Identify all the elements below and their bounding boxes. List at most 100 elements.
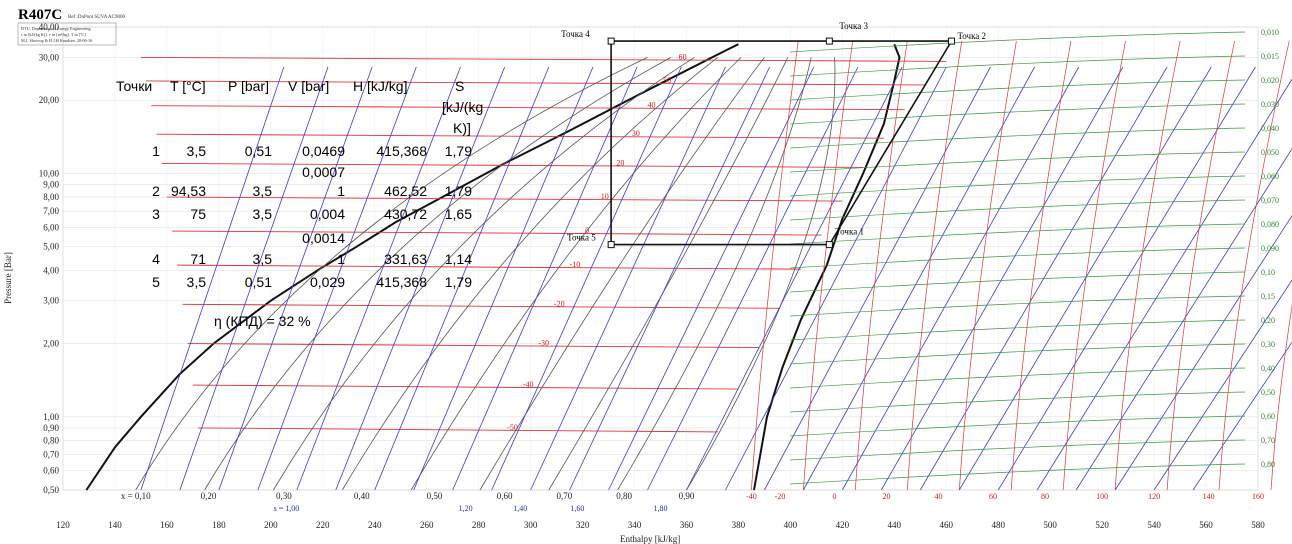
y-tick-label: 8,00 [43,192,59,202]
x-tick-label: 540 [1147,520,1161,530]
cycle-point-marker [607,241,615,249]
x-tick-label: 560 [1199,520,1213,530]
cycle-point-label: Точка 3 [839,21,868,31]
y-axis-label: Pressure [Bar] [3,252,13,304]
quality-line [479,57,765,491]
isochore-label: 0,40 [1261,364,1275,373]
quality-line [548,57,789,491]
y-tick-label: 0,80 [43,435,59,445]
quality-line [410,57,742,491]
isentrope-line [296,66,461,491]
superheat-isotherm [1218,41,1290,491]
y-tick-label: 7,00 [43,206,59,216]
isochore-label: 0,060 [1261,172,1279,181]
isochore-line [790,343,1246,365]
table-cell: 0,0007 [302,164,345,180]
quality-line [617,57,812,491]
isochore-line [790,319,1246,341]
isochore-label: 0,50 [1261,388,1275,397]
table-cell: 3,5 [253,251,273,267]
x-tick-label: 120 [56,520,70,530]
y-tick-label: 6,00 [43,222,59,232]
x-tick-label: 160 [160,520,174,530]
cycle-point-marker [947,37,955,45]
superheat-isotherm [751,41,799,491]
entropy-label: 1,60 [570,504,584,513]
isochore-line [790,175,1246,197]
quality-line [135,57,648,491]
saturated-vapour-line [753,43,901,491]
x-tick-label: 140 [108,520,122,530]
table-row: 4 71 3,5 1 331,63 1,14 [152,251,472,267]
isotherm-line [177,264,801,270]
isentrope-line [1036,78,1292,491]
isochore-label: 0,090 [1261,244,1279,253]
table-cell: 3,5 [187,274,207,290]
isentrope-line [1192,341,1292,491]
table-cell: 0,004 [310,206,345,222]
cycle-point-marker [825,241,833,249]
isentrope-line [413,66,594,491]
table-cell: 1 [337,251,345,267]
temperature-label: 120 [1148,492,1160,501]
isentrope-line [179,66,329,491]
isentrope-line [1075,148,1292,491]
isotherm-line [192,384,739,390]
table-cell: 1 [337,183,345,199]
table-cell: 3,5 [253,183,273,199]
isochore-label: 0,15 [1261,292,1275,301]
quality-line [273,57,695,491]
isochore-label: 0,80 [1261,460,1275,469]
isentrope-line [841,66,1080,491]
isentrope-line [335,66,506,491]
table-cell: 1,79 [445,143,472,159]
isochore-line [790,127,1246,149]
isentrope-line [880,66,1124,491]
y-tick-label: 0,70 [43,449,59,459]
superheat-isotherm [854,41,908,491]
isotherm-label: 10 [601,192,609,201]
isotherm-line [198,427,718,433]
isentrope-line [997,66,1256,491]
temperature-label: 0 [833,492,837,501]
isentrope-line [725,66,947,491]
y-tick-label: 0,50 [43,485,59,495]
isotherm-label: -40 [523,380,534,389]
table-cell: 94,53 [171,183,206,199]
quality-label: 0,90 [679,491,695,501]
x-tick-label: 240 [368,520,382,530]
temperature-label: 140 [1203,492,1215,501]
isochore-line [790,247,1246,269]
isentrope-line [569,66,770,491]
isotherm-label: 20 [616,158,624,167]
table-cell: 3,5 [187,143,207,159]
credits-line-3: M.J. Skovrup & H.J.H Knudsen. 20-06-16 [21,38,92,43]
superheat-isotherm [803,41,854,491]
table-cell: 4 [152,251,160,267]
table-header-t: T [°C] [170,78,206,94]
isentrope-line [452,66,638,491]
table-row: 3 75 3,5 0,004 430,72 1,65 [152,206,472,222]
isentrope-line [530,66,726,491]
isochore-line [790,103,1246,125]
isochore-label: 0,70 [1261,436,1275,445]
credits-line-1: DTU, Department of Energy Engineering [21,26,91,32]
cycle-point-label: Точка 1 [835,227,864,237]
x-tick-label: 280 [472,520,486,530]
isochore-line [790,151,1246,173]
chart-subtitle: Ref :DuPont SUVA AC9000 [68,15,126,20]
isotherm-label: 60 [679,52,687,61]
superheat-isotherm [1166,41,1235,491]
isotherm-label: 50 [663,76,671,85]
superheat-isotherm [906,41,963,491]
table-cell: 0,0014 [302,230,345,246]
isentrope-line [958,66,1212,491]
isentrope-line [803,66,1035,491]
isentrope-line [374,66,550,491]
superheat-isotherm [1114,41,1181,491]
isochore-label: 0,040 [1261,124,1279,133]
isochore-line [790,79,1246,101]
y-tick-label: 20,00 [39,95,60,105]
isotherm-line [166,196,843,202]
temperature-label: -40 [746,492,757,501]
